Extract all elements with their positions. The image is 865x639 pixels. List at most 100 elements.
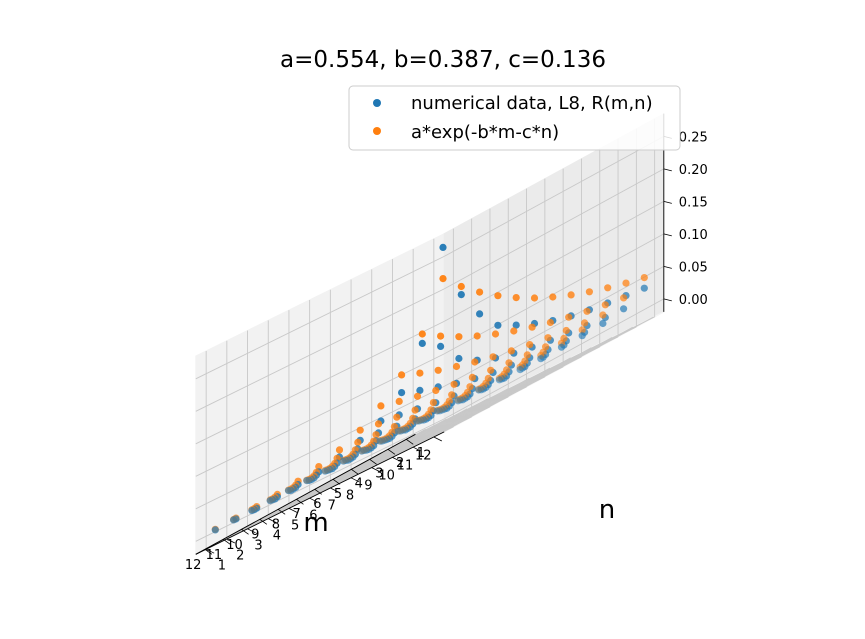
gridline-floor-n-11 [387, 326, 637, 450]
data-point-s2-m2-n8 [546, 318, 555, 327]
legend-marker-series-2 [373, 127, 381, 135]
data-point-s2-m2-n4 [473, 332, 481, 340]
data-point-s1-m10-n12 [454, 397, 462, 405]
z-tick-label-5: 0.25 [679, 130, 708, 145]
x-tick-mark-9 [268, 518, 277, 523]
z-tick-mark-3 [663, 201, 672, 204]
data-point-s2-m5-n6 [448, 391, 456, 399]
data-point-s2-m3-n12 [599, 311, 607, 319]
data-point-s1-m12-n1 [211, 526, 219, 534]
y-tick-label-4: 4 [273, 528, 281, 543]
z-tick-label-0: 0.00 [679, 293, 708, 308]
z-tick-label-1: 0.05 [679, 260, 708, 275]
data-point-s1-m12-n10 [376, 437, 384, 445]
y-tick-label-9: 9 [364, 478, 372, 493]
gridline-left-z-4 [195, 288, 445, 412]
data-point-s2-m3-n8 [526, 341, 534, 349]
data-point-s2-m3-n3 [434, 366, 442, 374]
data-point-s1-m1-n12 [640, 284, 648, 292]
y-tick-mark-12 [406, 438, 414, 445]
gridline-right-z-4 [443, 168, 665, 290]
x-tick-label-10: 10 [226, 538, 243, 553]
x-tick-label-6: 6 [313, 497, 321, 512]
data-point-s1-m2-n2 [437, 342, 445, 350]
y-tick-label-2: 2 [236, 548, 244, 563]
gridline-left-z-5 [195, 255, 445, 380]
y-axis-line [195, 433, 416, 555]
y-tick-mark-8 [332, 478, 341, 485]
data-point-s2-m4-n10 [542, 343, 550, 351]
z-tick-label-2: 0.10 [679, 228, 708, 243]
gridline-floor-n-9 [351, 346, 600, 470]
data-point-s1-m11-n12 [433, 407, 441, 415]
data-point-s2-m6-n2 [354, 438, 362, 446]
y-tick-mark-7 [314, 488, 322, 495]
x-tick-mark-5 [350, 477, 360, 483]
data-point-s2-m4-n2 [395, 397, 403, 405]
legend-label-series-2: a*exp(-b*m-c*n) [411, 122, 559, 143]
data-point-s2-m3-n11 [581, 319, 589, 327]
data-point-s1-m8-n12 [495, 376, 503, 384]
z-tick-label-4: 0.20 [679, 163, 708, 178]
data-point-s2-m12-n12 [413, 417, 421, 425]
gridline-floor-n-4 [259, 396, 509, 520]
x-tick-mark-4 [371, 467, 380, 472]
data-point-s1-m3-n12 [599, 319, 607, 328]
legend-label-series-1: numerical data, L8, R(m,n) [411, 93, 653, 114]
y-tick-label-8: 8 [346, 488, 354, 503]
data-point-s2-m6-n1 [335, 446, 344, 454]
y-tick-label-3: 3 [254, 538, 262, 553]
y-tick-mark-10 [369, 458, 377, 465]
data-point-s1-m3-n1 [398, 389, 406, 397]
gridline-right-z-0 [443, 298, 665, 420]
data-point-s2-m5-n3 [393, 413, 401, 421]
y-tick-mark-1 [204, 548, 213, 555]
gridline-floor-n-10 [369, 336, 619, 460]
x-tick-label-5: 5 [334, 487, 342, 502]
x-tick-mark-8 [288, 508, 298, 513]
data-point-s1-m2-n3 [455, 354, 463, 363]
z-tick-mark-4 [663, 168, 672, 172]
x-tick-label-8: 8 [272, 517, 280, 532]
data-point-s2-m2-n9 [565, 313, 573, 321]
y-tick-label-7: 7 [328, 498, 336, 513]
data-point-s2-m5-n2 [374, 420, 383, 428]
y-tick-label-1: 1 [218, 558, 226, 573]
y-tick-mark-11 [387, 448, 396, 455]
x-tick-mark-7 [309, 497, 318, 503]
data-point-s2-m3-n7 [507, 347, 515, 355]
data-point-s2-m1-n8 [567, 291, 575, 299]
data-point-s2-m5-n7 [466, 383, 474, 391]
gridline-left-z-1 [195, 385, 445, 510]
data-point-s2-m4-n3 [413, 392, 422, 400]
y-tick-label-6: 6 [309, 508, 317, 523]
data-point-s2-m4-n9 [523, 351, 531, 359]
data-point-s1-m9-n12 [475, 386, 483, 394]
data-point-s1-m1-n4 [494, 321, 502, 329]
y-tick-mark-6 [296, 498, 304, 505]
data-point-s2-m2-n3 [455, 333, 463, 341]
y-tick-label-10: 10 [378, 468, 395, 483]
data-point-s1-m1-n2 [457, 291, 465, 299]
data-point-s2-m11-n12 [433, 406, 441, 414]
z-tick-mark-0 [663, 298, 672, 302]
data-point-s1-m12-n3 [248, 507, 256, 515]
chart-title: a=0.554, b=0.387, c=0.136 [280, 47, 606, 73]
data-point-s2-m1-n6 [530, 294, 539, 302]
y-axis-label: n [599, 495, 615, 525]
data-point-s2-m6-n3 [372, 431, 380, 439]
data-point-s2-m1-n3 [476, 288, 484, 296]
data-point-s1-m2-n1 [418, 339, 426, 347]
data-point-s2-m2-n1 [418, 330, 426, 338]
data-point-s2-m4-n4 [432, 386, 440, 395]
x-tick-mark-10 [247, 528, 256, 534]
data-point-s1-m12-n7 [321, 467, 329, 475]
data-point-s2-m5-n1 [356, 426, 364, 434]
data-point-s2-m6-n4 [390, 423, 398, 431]
gridline-floor-n-12 [406, 316, 655, 440]
data-point-s2-m2-n10 [583, 307, 591, 315]
legend: numerical data, L8, R(m,n) a*exp(-b*m-c*… [348, 85, 681, 151]
gridline-floor-n-5 [277, 386, 527, 510]
data-point-s2-m4-n6 [468, 373, 476, 381]
